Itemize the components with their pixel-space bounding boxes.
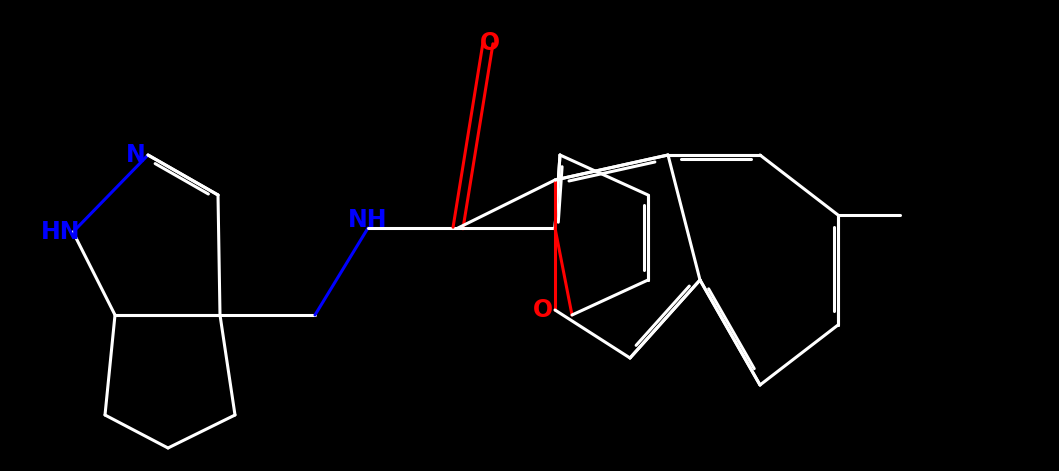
Text: HN: HN: [41, 220, 80, 244]
Text: O: O: [533, 298, 553, 322]
Text: NH: NH: [348, 208, 388, 232]
Text: N: N: [126, 143, 146, 167]
Text: O: O: [480, 31, 500, 55]
